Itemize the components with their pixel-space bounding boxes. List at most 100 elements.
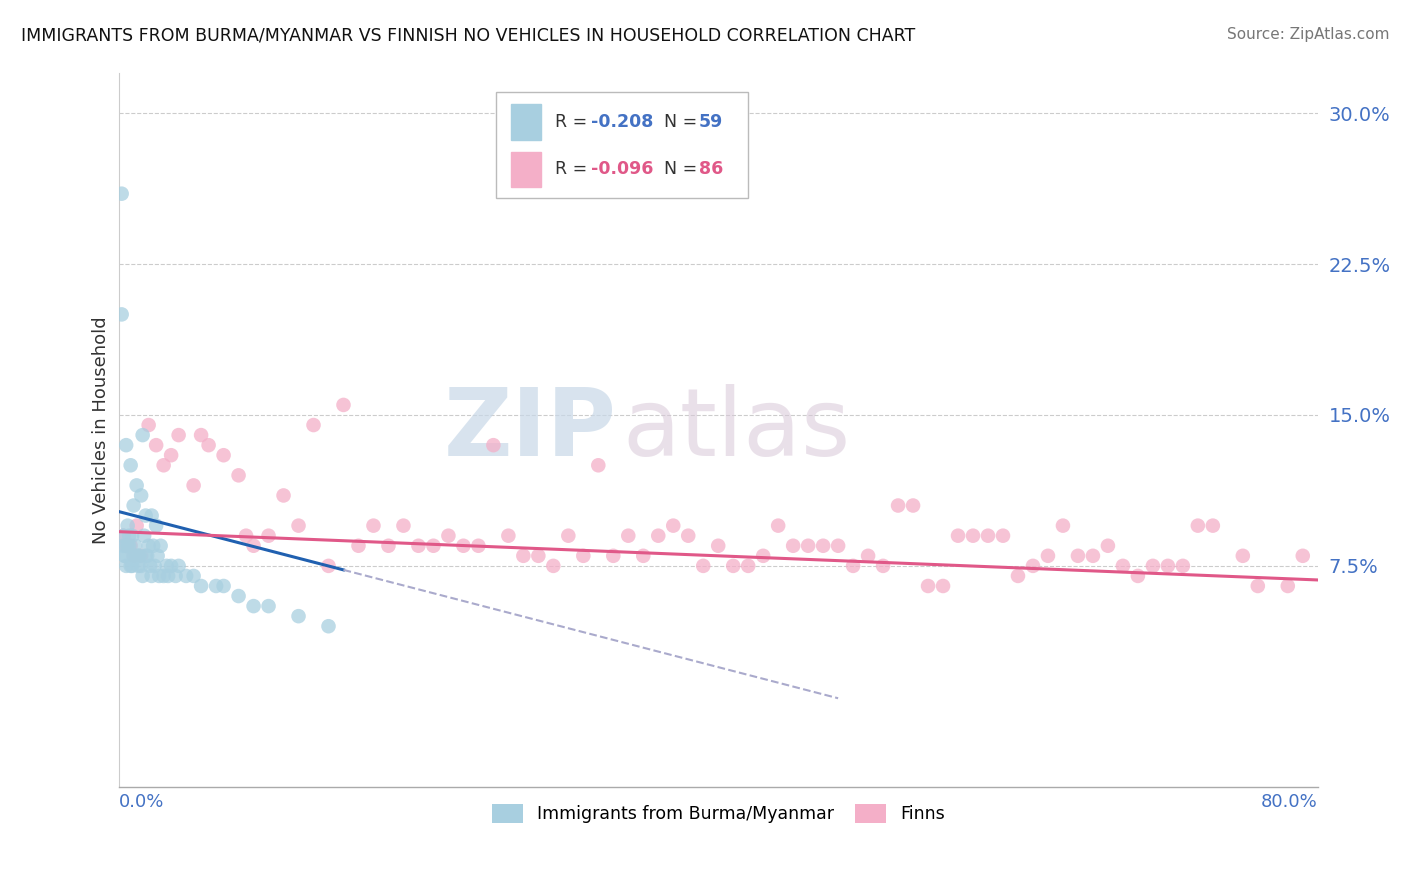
- Point: [827, 539, 849, 553]
- Point: [205, 579, 228, 593]
- Point: [142, 539, 165, 553]
- Point: [138, 539, 160, 553]
- Point: [318, 558, 340, 573]
- Point: [128, 549, 150, 563]
- Point: [212, 579, 235, 593]
- Text: R =: R =: [555, 113, 593, 131]
- Text: N =: N =: [654, 161, 703, 178]
- Point: [141, 569, 163, 583]
- Point: [149, 539, 172, 553]
- Point: [257, 529, 280, 543]
- Point: [121, 529, 143, 543]
- Point: [527, 549, 550, 563]
- Text: IMMIGRANTS FROM BURMA/MYANMAR VS FINNISH NO VEHICLES IN HOUSEHOLD CORRELATION CH: IMMIGRANTS FROM BURMA/MYANMAR VS FINNISH…: [21, 27, 915, 45]
- Point: [139, 558, 162, 573]
- Point: [932, 579, 955, 593]
- Point: [946, 529, 969, 543]
- Point: [782, 539, 804, 553]
- Point: [114, 549, 136, 563]
- Point: [588, 458, 610, 473]
- Point: [318, 619, 340, 633]
- Text: N =: N =: [654, 113, 703, 131]
- Point: [124, 539, 146, 553]
- Point: [662, 518, 685, 533]
- Point: [174, 569, 197, 583]
- Bar: [510, 104, 541, 140]
- Point: [1247, 579, 1270, 593]
- Point: [797, 539, 820, 553]
- Point: [1187, 518, 1209, 533]
- Point: [1292, 549, 1315, 563]
- Point: [212, 448, 235, 462]
- Point: [766, 518, 789, 533]
- Point: [145, 518, 167, 533]
- Point: [115, 539, 138, 553]
- Point: [136, 549, 159, 563]
- Point: [156, 558, 179, 573]
- Point: [152, 458, 174, 473]
- Point: [143, 558, 166, 573]
- Point: [183, 478, 205, 492]
- Point: [991, 529, 1014, 543]
- Point: [160, 558, 183, 573]
- Point: [856, 549, 879, 563]
- Point: [117, 518, 139, 533]
- Point: [633, 549, 655, 563]
- Point: [115, 539, 138, 553]
- Text: -0.096: -0.096: [591, 161, 654, 178]
- Point: [111, 307, 134, 321]
- Point: [118, 529, 141, 543]
- Point: [125, 478, 148, 492]
- Point: [1112, 558, 1135, 573]
- Point: [287, 518, 309, 533]
- Point: [721, 558, 744, 573]
- Point: [302, 418, 325, 433]
- Point: [135, 549, 157, 563]
- Point: [112, 539, 135, 553]
- Point: [115, 438, 138, 452]
- Point: [228, 589, 250, 603]
- Point: [572, 549, 595, 563]
- Point: [676, 529, 699, 543]
- Point: [183, 569, 205, 583]
- Point: [408, 539, 430, 553]
- Point: [131, 428, 153, 442]
- Text: atlas: atlas: [623, 384, 851, 476]
- Point: [1022, 558, 1045, 573]
- Point: [1126, 569, 1149, 583]
- Point: [1202, 518, 1225, 533]
- Text: 86: 86: [699, 161, 723, 178]
- Point: [917, 579, 939, 593]
- Point: [165, 569, 187, 583]
- Point: [197, 438, 219, 452]
- Point: [1007, 569, 1029, 583]
- FancyBboxPatch shape: [496, 92, 748, 198]
- Point: [363, 518, 385, 533]
- Point: [347, 539, 370, 553]
- Point: [377, 539, 399, 553]
- Point: [138, 418, 160, 433]
- Point: [190, 428, 212, 442]
- Point: [512, 549, 534, 563]
- Point: [190, 579, 212, 593]
- Point: [242, 539, 264, 553]
- Point: [122, 549, 145, 563]
- Point: [127, 558, 149, 573]
- Point: [1081, 549, 1104, 563]
- Point: [273, 488, 295, 502]
- Point: [842, 558, 865, 573]
- Point: [692, 558, 714, 573]
- Point: [228, 468, 250, 483]
- Point: [160, 448, 183, 462]
- Point: [1171, 558, 1194, 573]
- Point: [602, 549, 624, 563]
- Point: [257, 599, 280, 613]
- Point: [1157, 558, 1180, 573]
- Point: [1277, 579, 1299, 593]
- Point: [887, 499, 910, 513]
- Point: [112, 529, 135, 543]
- Text: -0.208: -0.208: [591, 113, 654, 131]
- Point: [467, 539, 489, 553]
- Point: [557, 529, 579, 543]
- Point: [752, 549, 775, 563]
